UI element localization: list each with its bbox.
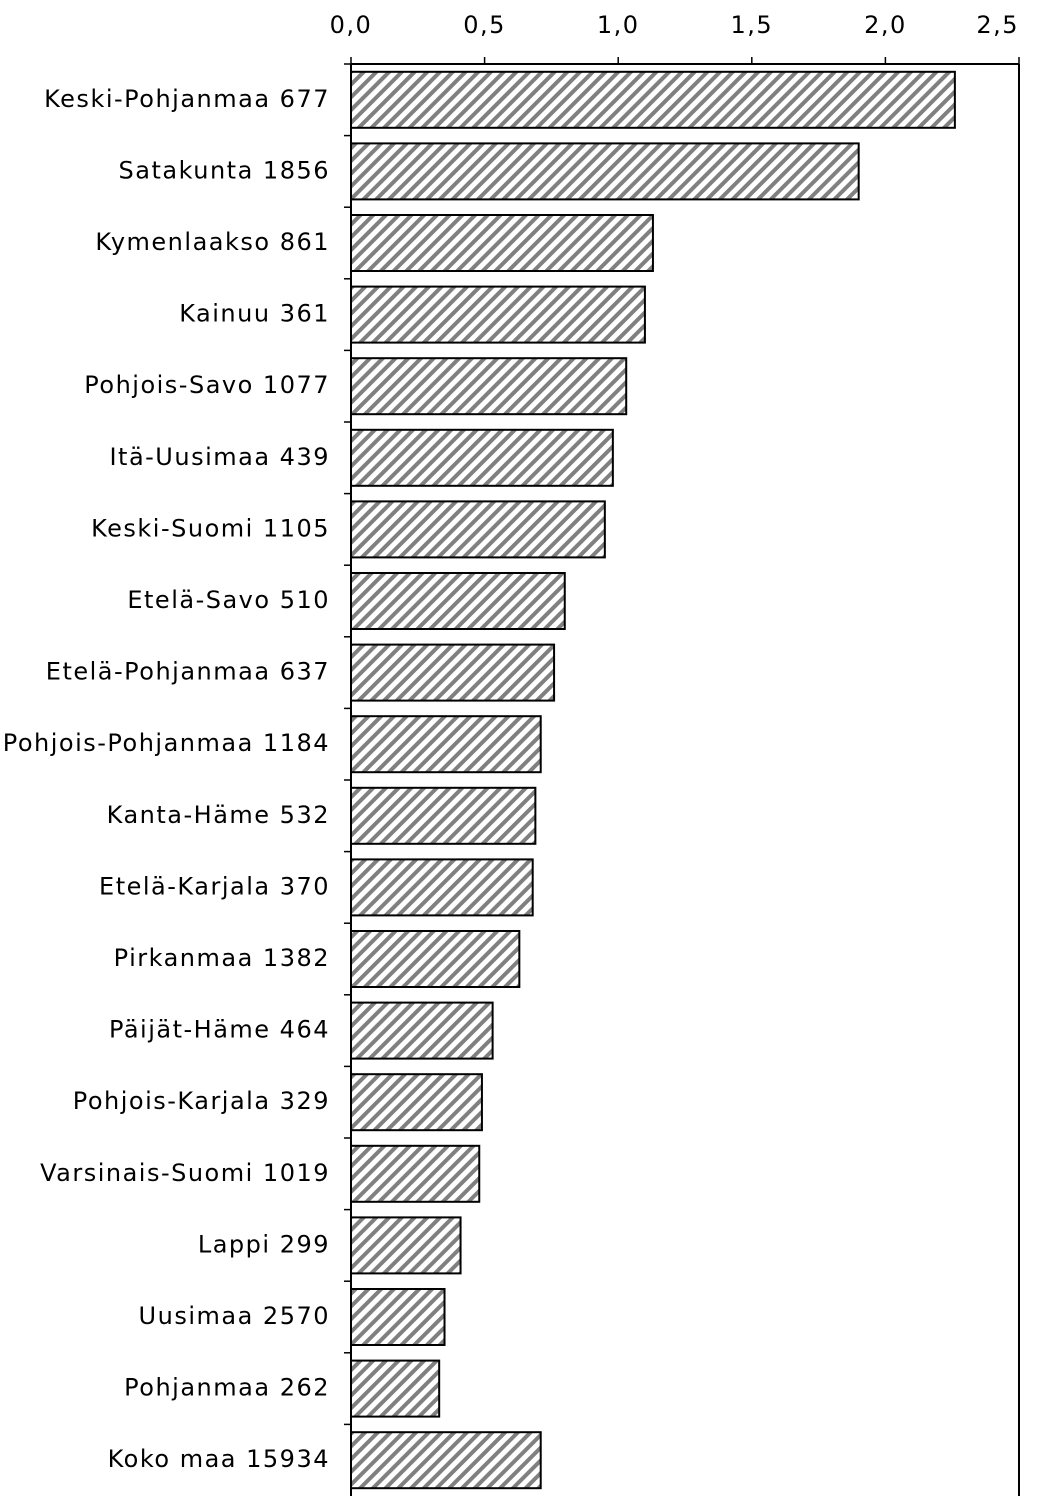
bar: [350, 1431, 542, 1490]
bar: [350, 930, 521, 988]
bar: [350, 572, 566, 630]
y-tick-label: Pirkanmaa 1382: [114, 944, 330, 972]
y-tick-label: Pohjanmaa 262: [124, 1374, 330, 1402]
y-tick-label: Uusimaa 2570: [139, 1302, 330, 1330]
bar: [350, 357, 628, 416]
bar: [350, 715, 542, 774]
y-tick-label: Kainuu 361: [179, 300, 330, 328]
y-tick-label: Itä-Uusimaa 439: [109, 443, 330, 471]
bar: [350, 643, 556, 702]
bar: [350, 428, 614, 487]
y-tick-label: Koko maa 15934: [108, 1445, 330, 1473]
x-tick-label: 0,5: [463, 11, 506, 39]
x-tick-label: 2,5: [976, 11, 1019, 39]
y-tick-label: Pohjois-Karjala 329: [73, 1087, 330, 1115]
x-tick-label: 2,0: [864, 11, 907, 39]
bar: [350, 285, 646, 344]
y-tick-label: Kanta-Häme 532: [107, 801, 330, 829]
bar: [350, 1359, 441, 1418]
bar: [350, 500, 606, 559]
y-tick-label: Kymenlaakso 861: [95, 228, 330, 256]
y-tick-label: Päijät-Häme 464: [109, 1016, 330, 1044]
bar: [350, 1001, 494, 1060]
y-tick-label: Pohjois-Pohjanmaa 1184: [3, 729, 330, 757]
y-tick-label: Etelä-Savo 510: [127, 586, 330, 614]
bar: [350, 1073, 483, 1132]
bar: [350, 214, 654, 272]
x-tick-label: 1,5: [730, 11, 773, 39]
y-tick-label: Keski-Pohjanmaa 677: [44, 85, 330, 113]
bar: [350, 142, 860, 201]
y-tick-label: Etelä-Karjala 370: [99, 872, 330, 900]
bar: [350, 786, 537, 845]
y-tick-label: Satakunta 1856: [119, 156, 330, 184]
bar: [350, 1288, 446, 1346]
y-tick-label: Varsinais-Suomi 1019: [40, 1159, 330, 1187]
x-tick-label: 0,0: [330, 11, 373, 39]
bar: [350, 858, 534, 917]
y-tick-label: Pohjois-Savo 1077: [84, 371, 330, 399]
bar: [350, 1216, 462, 1275]
bar: [350, 1144, 481, 1203]
y-tick-label: Lappi 299: [198, 1230, 330, 1258]
y-tick-label: Keski-Suomi 1105: [91, 514, 330, 542]
x-tick-label: 1,0: [597, 11, 640, 39]
y-tick-label: Etelä-Pohjanmaa 637: [46, 658, 330, 686]
bar: [350, 70, 956, 129]
